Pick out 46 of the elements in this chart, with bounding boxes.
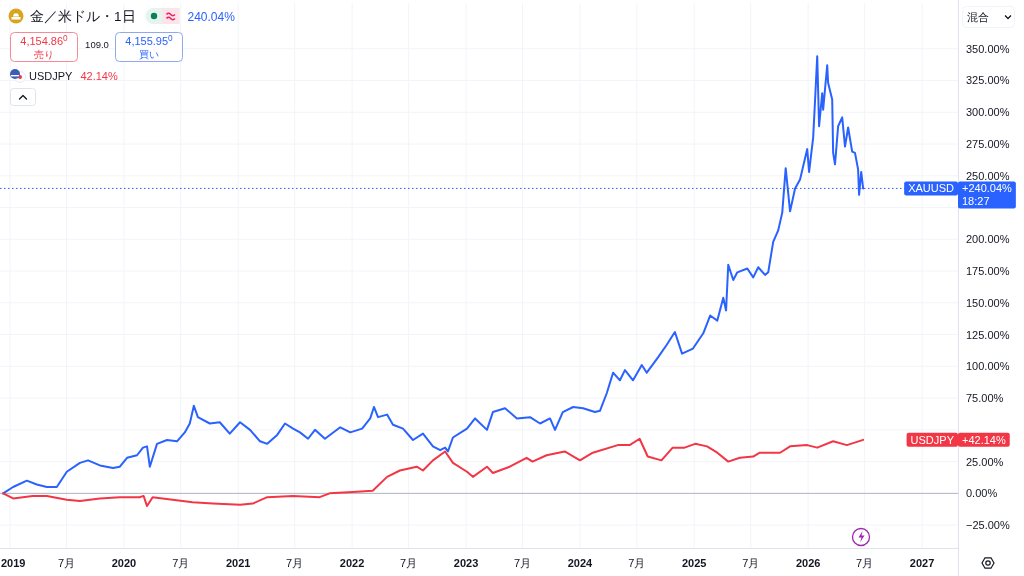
y-tick-label: 275.00% [966, 138, 1010, 151]
y-tick-label: 150.00% [966, 296, 1010, 309]
x-tick-label: 2019 [1, 557, 26, 569]
y-tick-label: 175.00% [966, 265, 1010, 278]
x-tick-label: 7月 [57, 557, 76, 569]
text: USDJPY [29, 70, 73, 82]
y-tick-label: 0.00% [966, 487, 998, 500]
x-tick-label: 2027 [909, 557, 935, 569]
y-tick-label: −25.00% [966, 519, 1010, 532]
x-tick-label: 7月 [513, 557, 532, 569]
annotation: 売り [34, 48, 54, 60]
legend-tag: USDJPY [906, 432, 958, 447]
legend-tag: XAUUSD [904, 181, 958, 196]
x-tick-label: 2024 [567, 557, 594, 569]
y-tick-label: 250.00% [966, 169, 1010, 182]
annotation: 買い [139, 48, 159, 60]
x-tick-label: 2023 [453, 557, 479, 569]
annotation: 240.04% [187, 10, 236, 24]
line-series [2, 437, 865, 508]
y-tick-label: 200.00% [966, 233, 1010, 246]
x-tick-label: 7月 [286, 557, 304, 569]
annotation: 42.14% [80, 70, 118, 82]
y-tick-label: 300.00% [966, 106, 1010, 119]
y-tick-label: 100.00% [966, 360, 1010, 373]
x-tick-label: 7月 [742, 557, 760, 569]
x-tick-label: 7月 [400, 557, 418, 569]
x-tick-label: 7月 [172, 557, 190, 569]
text: 金／米ドル・1日 [30, 9, 136, 24]
price-tag: +240.04% 18:27 [958, 181, 1016, 209]
y-tick-label: 325.00% [966, 74, 1010, 87]
x-tick-label: 2020 [111, 557, 137, 569]
x-tick-label: 2021 [225, 557, 251, 569]
x-tick-label: 7月 [628, 557, 646, 569]
x-tick-label: 7月 [856, 557, 874, 569]
x-tick-label: 2025 [681, 557, 707, 569]
scale-mode: 混合 [962, 6, 1015, 28]
annotation: 109.0 [85, 39, 109, 50]
price-tag: +42.14% [958, 432, 1010, 447]
y-tick-label: 25.00% [966, 455, 1004, 468]
annotation: 4,154.86$^{0}$ [20, 33, 69, 47]
y-tick-label: 350.00% [966, 42, 1010, 55]
y-tick-label: 125.00% [966, 328, 1010, 341]
x-tick-label: 2022 [339, 557, 365, 569]
y-tick-label: 75.00% [966, 392, 1004, 405]
annotation: 4,155.95$^{0}$ [125, 33, 174, 47]
x-tick-label: 2026 [795, 557, 821, 569]
